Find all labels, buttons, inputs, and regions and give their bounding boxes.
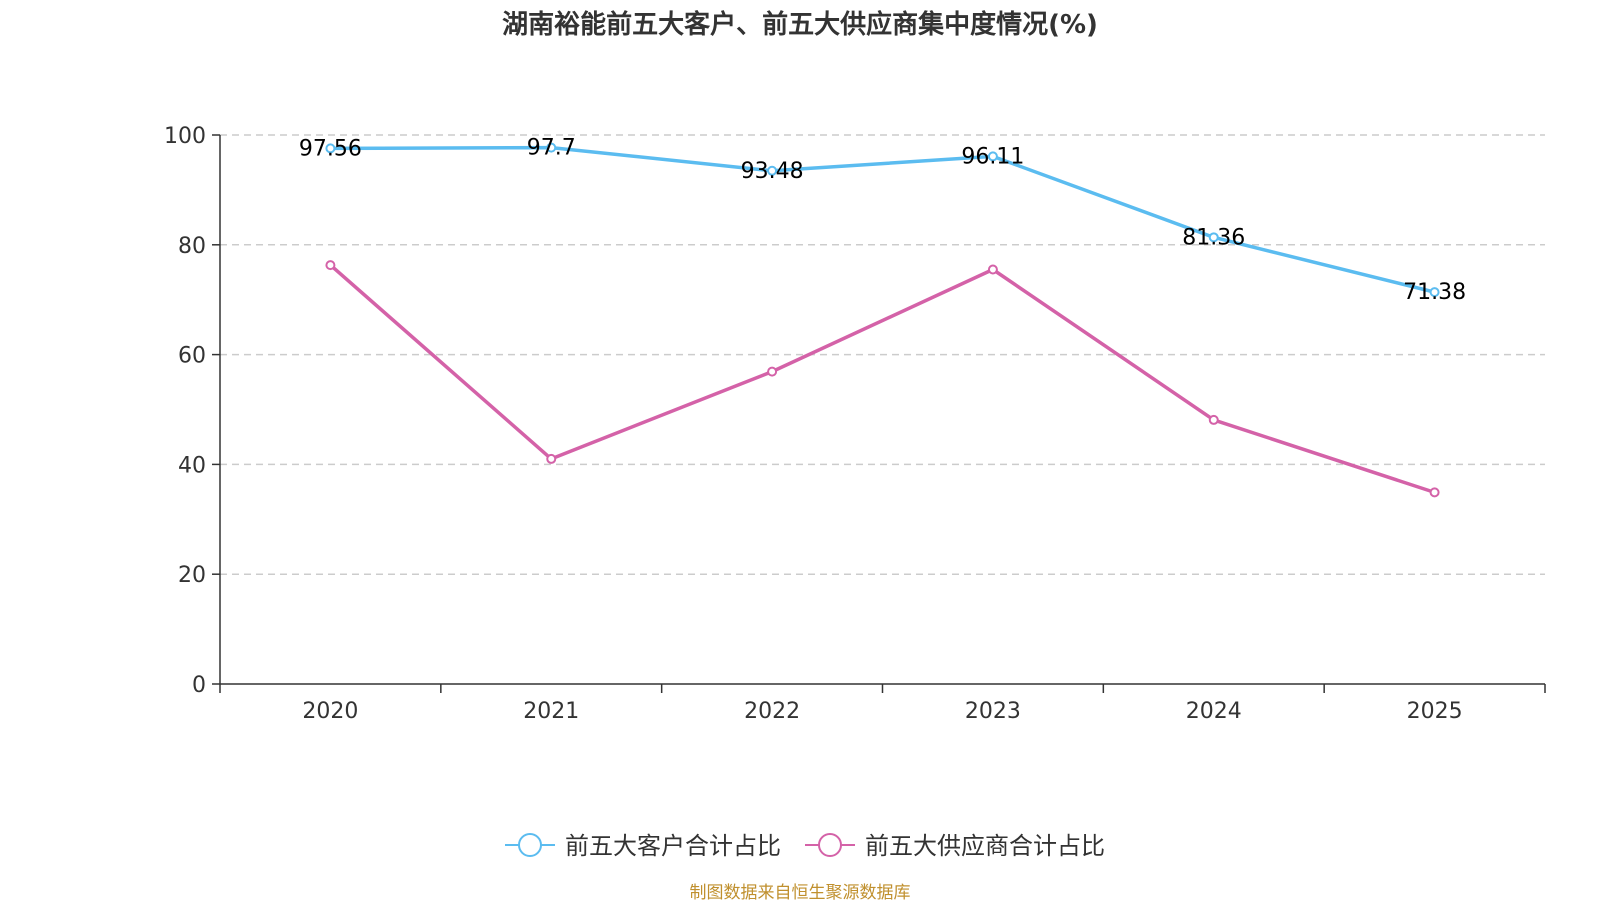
data-point-s1-2023: [987, 151, 998, 162]
gridlines: [220, 134, 1545, 575]
data-point-s2-2023: [987, 264, 998, 275]
data-labels: 97.56 97.7 93.48 96.11 81.36 71.38: [299, 136, 1466, 305]
x-tick-label-2023: 2023: [965, 699, 1021, 724]
data-point-s2-2025: [1429, 487, 1440, 498]
data-point-s1-2022: [767, 165, 778, 176]
x-tick-label-2021: 2021: [523, 699, 579, 724]
source-note: 制图数据来自恒生聚源数据库: [689, 883, 911, 903]
chart-title: 湖南裕能前五大客户、前五大供应商集中度情况(%): [502, 10, 1098, 40]
data-point-s2-2021: [546, 453, 557, 464]
data-label-2024: 81.36: [1182, 225, 1245, 250]
data-point-s1-2025: [1429, 287, 1440, 298]
y-tick-label-60: 60: [178, 344, 206, 369]
data-label-2025: 71.38: [1403, 280, 1466, 305]
legend-label-2: 前五大供应商合计占比: [865, 832, 1105, 860]
data-point-s1-2020: [325, 143, 336, 154]
series-line-1: [330, 145, 1436, 294]
legend-label-1: 前五大客户合计占比: [565, 832, 781, 860]
data-point-s1-2021: [546, 142, 557, 153]
y-tick-label-20: 20: [178, 563, 206, 588]
x-tick-label-2025: 2025: [1407, 699, 1463, 724]
legend-item-1: 前五大客户合计占比: [505, 832, 781, 860]
data-point-s2-2022: [767, 366, 778, 377]
series-line-2: [329, 263, 1436, 495]
data-point-s1-2024: [1208, 232, 1219, 243]
legend-item-2: 前五大供应商合计占比: [805, 832, 1105, 860]
data-label-2022: 93.48: [741, 159, 804, 184]
y-tick-label-100: 100: [164, 124, 206, 149]
y-tick-label-40: 40: [178, 453, 206, 478]
axes: 0 20 40 60 80 100 2020 2021 2022 2023 2024 2025: [164, 124, 1546, 724]
x-tick-label-2022: 2022: [744, 699, 800, 724]
y-tick-label-80: 80: [178, 234, 206, 259]
legend: 前五大客户合计占比 前五大供应商合计占比: [505, 832, 1105, 860]
x-tick-label-2020: 2020: [302, 699, 358, 724]
x-tick-label-2024: 2024: [1186, 699, 1242, 724]
data-point-s2-2020: [325, 260, 336, 271]
data-label-2023: 96.11: [961, 144, 1024, 169]
data-label-2020: 97.56: [299, 136, 362, 161]
series-layer: [325, 142, 1440, 498]
legend-marker-1: [518, 833, 542, 857]
data-label-2021: 97.7: [527, 136, 576, 161]
data-point-s2-2024: [1208, 414, 1219, 425]
y-tick-label-0: 0: [192, 673, 206, 698]
legend-marker-2: [818, 833, 842, 857]
